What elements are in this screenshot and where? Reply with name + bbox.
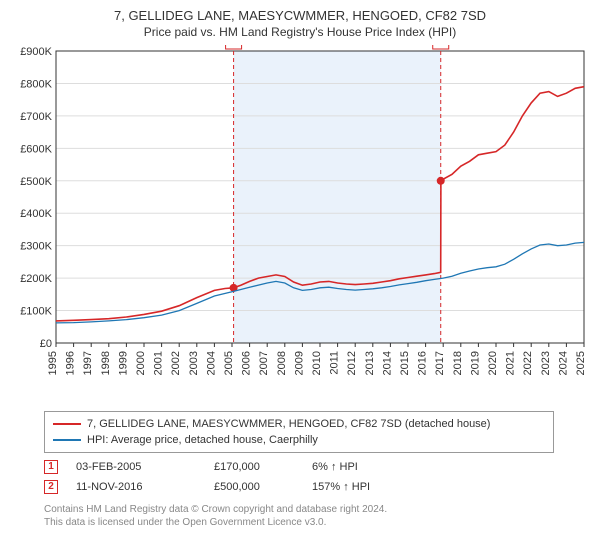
svg-text:£200K: £200K — [20, 273, 52, 285]
marker-price: £170,000 — [214, 457, 294, 477]
legend-item: 7, GELLIDEG LANE, MAESYCWMMER, HENGOED, … — [53, 416, 545, 432]
svg-text:£800K: £800K — [20, 78, 52, 90]
svg-text:2003: 2003 — [188, 351, 200, 375]
svg-text:2014: 2014 — [381, 351, 393, 375]
svg-text:2: 2 — [438, 45, 444, 48]
svg-text:2012: 2012 — [346, 351, 358, 375]
svg-text:2004: 2004 — [205, 351, 217, 375]
svg-text:2023: 2023 — [540, 351, 552, 375]
svg-text:2011: 2011 — [329, 351, 341, 375]
svg-text:2001: 2001 — [153, 351, 165, 375]
svg-text:2009: 2009 — [293, 351, 305, 375]
marker-delta: 157% ↑ HPI — [312, 477, 402, 497]
svg-text:£0: £0 — [40, 338, 52, 350]
line-chart: £0 £100K £200K £300K £400K £500K £600K £700K £80… — [10, 45, 590, 405]
svg-text:2005: 2005 — [223, 351, 235, 375]
svg-text:2013: 2013 — [364, 351, 376, 375]
svg-text:£900K: £900K — [20, 46, 52, 58]
svg-text:2008: 2008 — [276, 351, 288, 375]
legend-label: 7, GELLIDEG LANE, MAESYCWMMER, HENGOED, … — [87, 416, 490, 432]
svg-text:2010: 2010 — [311, 351, 323, 375]
svg-text:£400K: £400K — [20, 208, 52, 220]
legend: 7, GELLIDEG LANE, MAESYCWMMER, HENGOED, … — [44, 411, 554, 453]
svg-text:2017: 2017 — [434, 351, 446, 375]
footnote-line-1: Contains HM Land Registry data © Crown c… — [44, 503, 580, 516]
marker-price: £500,000 — [214, 477, 294, 497]
svg-text:2021: 2021 — [505, 351, 517, 375]
svg-text:2016: 2016 — [417, 351, 429, 375]
legend-item: HPI: Average price, detached house, Caer… — [53, 432, 545, 448]
svg-text:1997: 1997 — [82, 351, 94, 375]
marker-delta: 6% ↑ HPI — [312, 457, 402, 477]
svg-text:1996: 1996 — [65, 351, 77, 375]
marker-date: 11-NOV-2016 — [76, 477, 196, 497]
marker-row: 1 03-FEB-2005 £170,000 6% ↑ HPI — [44, 457, 554, 477]
chart-area: £0 £100K £200K £300K £400K £500K £600K £700K £80… — [10, 45, 590, 405]
svg-text:2015: 2015 — [399, 351, 411, 375]
marker-badge: 1 — [44, 460, 58, 474]
svg-text:2006: 2006 — [241, 351, 253, 375]
footnote-line-2: This data is licensed under the Open Gov… — [44, 516, 580, 529]
chart-subtitle: Price paid vs. HM Land Registry's House … — [10, 25, 590, 39]
chart-title: 7, GELLIDEG LANE, MAESYCWMMER, HENGOED, … — [10, 8, 590, 23]
svg-text:£600K: £600K — [20, 143, 52, 155]
svg-text:1998: 1998 — [100, 351, 112, 375]
svg-text:2002: 2002 — [170, 351, 182, 375]
svg-text:£500K: £500K — [20, 176, 52, 188]
svg-text:2024: 2024 — [557, 351, 569, 375]
svg-text:£300K: £300K — [20, 241, 52, 253]
legend-label: HPI: Average price, detached house, Caer… — [87, 432, 318, 448]
svg-text:£700K: £700K — [20, 111, 52, 123]
svg-text:2025: 2025 — [575, 351, 587, 375]
svg-text:2019: 2019 — [469, 351, 481, 375]
svg-text:£100K: £100K — [20, 306, 52, 318]
svg-text:1: 1 — [231, 45, 237, 48]
footnote: Contains HM Land Registry data © Crown c… — [44, 503, 580, 529]
svg-text:2018: 2018 — [452, 351, 464, 375]
marker-date: 03-FEB-2005 — [76, 457, 196, 477]
marker-table: 1 03-FEB-2005 £170,000 6% ↑ HPI 2 11-NOV-2016… — [44, 457, 554, 497]
marker-badge: 2 — [44, 480, 58, 494]
svg-text:2007: 2007 — [258, 351, 270, 375]
marker-row: 2 11-NOV-2016 £500,000 157% ↑ HPI — [44, 477, 554, 497]
svg-text:1999: 1999 — [117, 351, 129, 375]
svg-text:1995: 1995 — [47, 351, 59, 375]
svg-text:2022: 2022 — [522, 351, 534, 375]
legend-swatch — [53, 423, 81, 425]
svg-text:2000: 2000 — [135, 351, 147, 375]
legend-swatch — [53, 439, 81, 441]
svg-text:2020: 2020 — [487, 351, 499, 375]
